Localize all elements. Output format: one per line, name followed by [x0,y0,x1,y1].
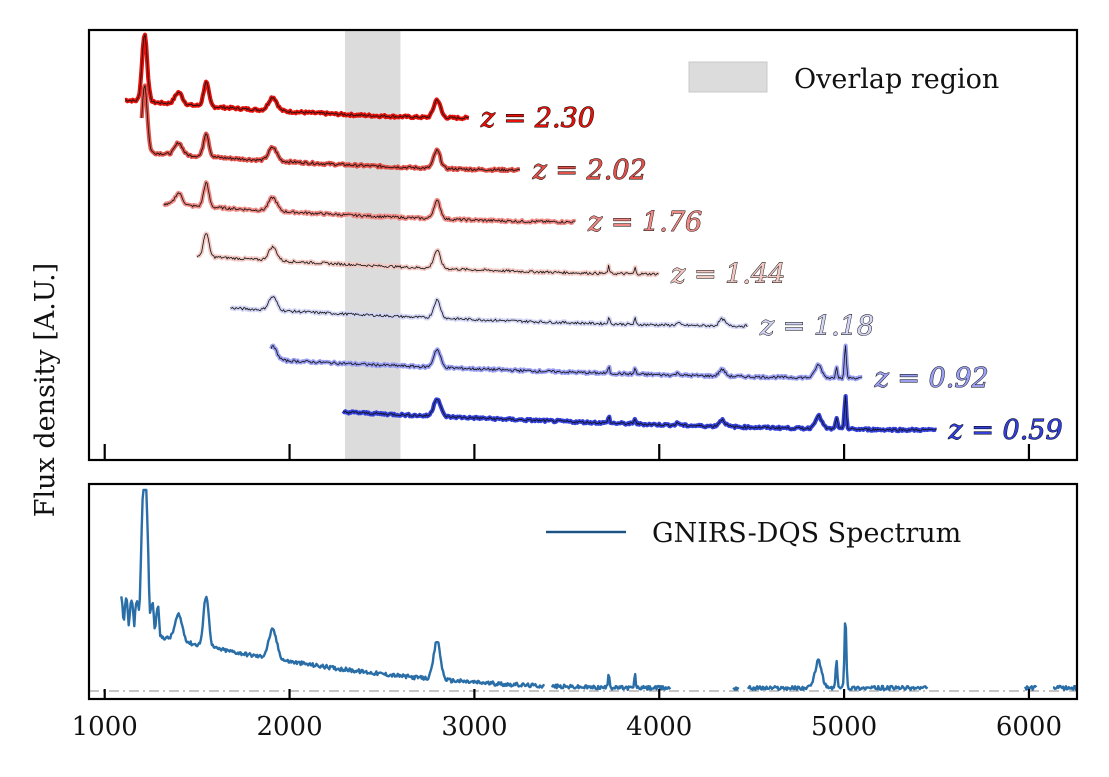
bottom-legend: GNIRS-DQS Spectrum [546,518,961,549]
bottom-panel: GNIRS-DQS Spectrum 1000 2000 3000 4000 5000 6… [72,482,1079,742]
gnirs-spectrum-segment [1024,684,1038,691]
spectrum-z-2-30 [124,32,470,122]
redshift-label: z = 1.44 [670,259,785,290]
top-panel: z = 2.30 z = 2.02 z = 1.76 z = 1.44 z = 1.18… [87,28,1079,462]
gnirs-spectrum-segment [732,686,740,691]
x-tick-label: 1000 [72,712,138,742]
top-x-ticks [103,444,1031,460]
redshift-label: z = 2.02 [532,155,647,186]
x-tick-label: 4000 [626,712,692,742]
spectrum-z-2-02 [139,83,521,174]
spectrum-z-1-44-outline [196,233,659,276]
gnirs-spectrum-segment [120,488,545,689]
spectrum-z-2-02-outline [141,85,520,172]
x-tick-label: 5000 [811,712,877,742]
spectrum-z-1-44 [195,231,660,278]
redshift-label: z = 0.92 [874,363,989,394]
redshift-labels: z = 2.30 z = 2.02 z = 1.76 z = 1.44 z = 1.18… [479,103,1063,447]
spectrum-z-1-18-outline [230,296,748,328]
gnirs-spectrum-segment [1052,684,1078,692]
legend-swatch-overlap [688,61,768,93]
bottom-panel-frame [87,482,1079,701]
legend-label-gnirs: GNIRS-DQS Spectrum [652,518,961,549]
gnirs-spectrum-segment [746,622,929,692]
top-legend: Overlap region [688,61,999,95]
top-panel-frame [87,28,1079,462]
spectrum-z-0-92-outline [270,345,863,380]
redshift-label: z = 0.59 [948,415,1063,446]
gnirs-spectrum-segment [550,672,672,692]
spectrum-z-0-59-outline [342,395,937,432]
redshift-label: z = 1.18 [759,311,874,342]
x-tick-label: 3000 [441,712,507,742]
redshift-label: z = 1.76 [587,207,702,238]
spectrum-z-2-30-outline [124,34,469,120]
spectrum-z-1-76-outline [163,181,576,224]
redshift-label: z = 2.30 [480,103,595,134]
spectra-stack [124,32,938,434]
x-tick-label: 2000 [256,712,322,742]
y-axis-label: Flux density [A.U.] [30,263,61,517]
overlap-region-band [345,30,401,460]
spectrum-z-1-18 [229,294,750,330]
gnirs-spectrum [120,488,1078,692]
bottom-x-ticks: 1000 2000 3000 4000 5000 6000 [72,689,1062,742]
x-tick-label: 6000 [996,712,1062,742]
legend-label-overlap: Overlap region [794,64,999,95]
